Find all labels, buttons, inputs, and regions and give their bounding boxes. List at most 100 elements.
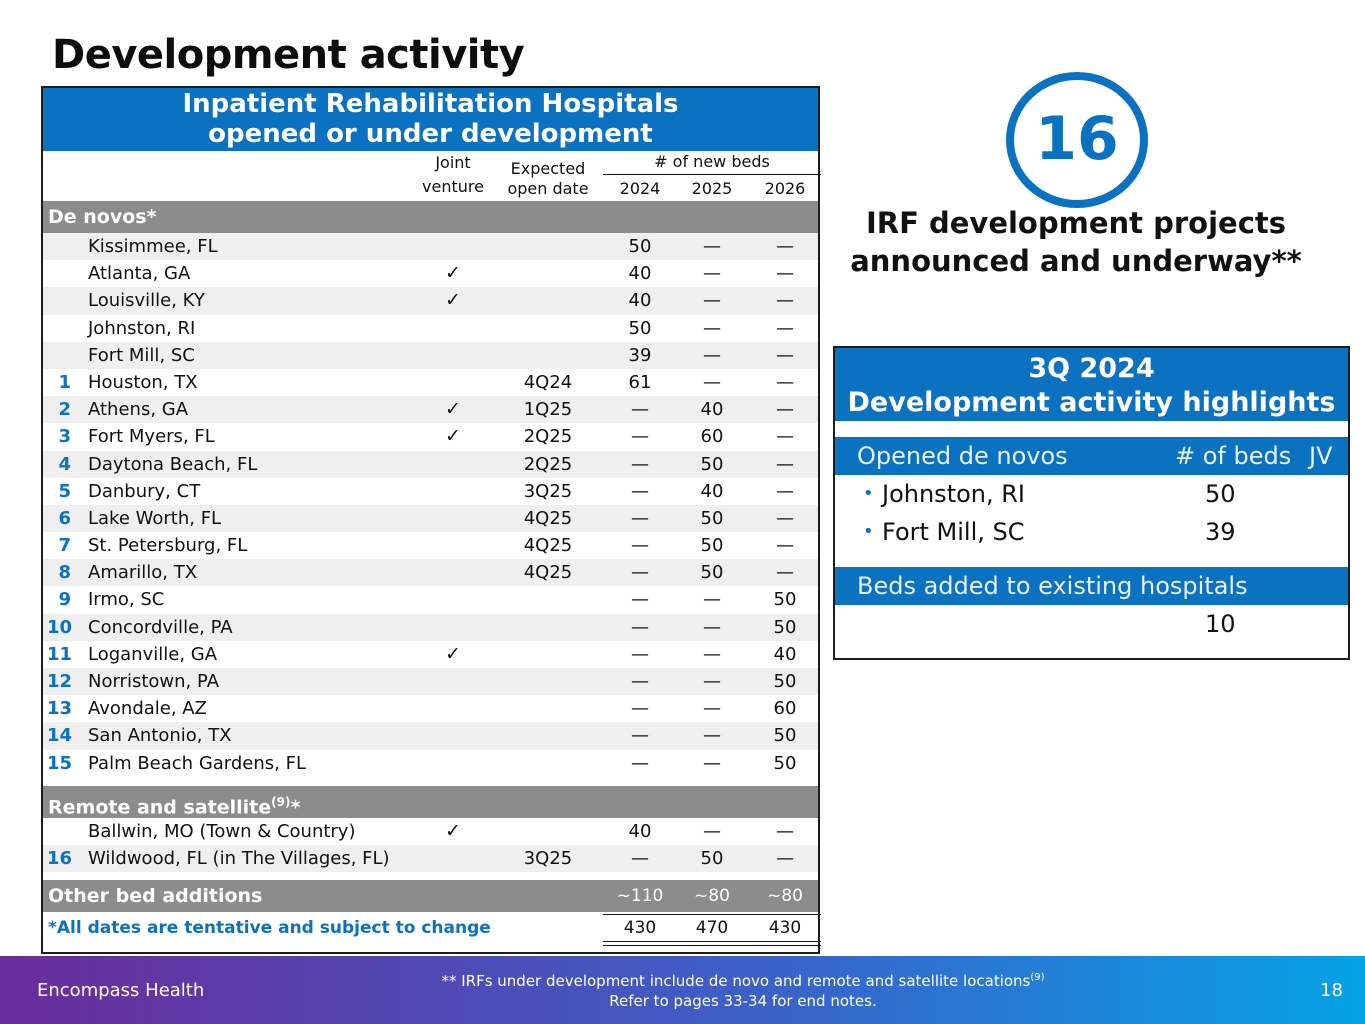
row-beds-2024: — — [631, 698, 649, 720]
table-row: Ballwin, MO (Town & Country) ✓ 40 — — — [43, 818, 818, 845]
table-row: Louisville, KY ✓ 40 — — — [43, 287, 818, 315]
row-number: 15 — [47, 752, 73, 774]
dates-footnote: *All dates are tentative and subject to … — [48, 918, 491, 939]
row-beds-2024: — — [631, 616, 649, 638]
row-number: 8 — [58, 562, 71, 584]
beds-added-row: 10 — [835, 605, 1348, 643]
row-beds-2026: — — [776, 263, 794, 285]
row-beds-2025: 50 — [700, 847, 724, 869]
col-year-2026: 2026 — [764, 179, 806, 198]
row-location: Loganville, GA — [88, 643, 218, 665]
row-open-date: 4Q25 — [523, 562, 573, 584]
project-count-circle: 16 — [1006, 72, 1148, 208]
row-open-date: 4Q24 — [523, 371, 573, 393]
row-beds-2024: — — [631, 426, 649, 448]
row-beds-2025: 50 — [700, 562, 724, 584]
row-number: 13 — [47, 698, 73, 720]
joint-venture-check-icon: ✓ — [445, 398, 461, 421]
row-beds-2026: — — [776, 847, 794, 869]
row-beds-2026: 40 — [773, 643, 797, 665]
row-beds-2025: — — [703, 820, 721, 842]
table-row: 1 Houston, TX 4Q24 61 — — — [43, 369, 818, 396]
row-location: Avondale, AZ — [88, 698, 207, 720]
table-row: 10 Concordville, PA — — 50 — [43, 613, 818, 641]
row-beds-2024: — — [631, 671, 649, 692]
other-2026: ~80 — [767, 886, 803, 907]
project-count: 16 — [1035, 104, 1119, 174]
row-beds-2024: — — [631, 480, 649, 502]
row-beds-2024: — — [631, 453, 649, 475]
table-row: Johnston, RI 50 — — — [43, 315, 818, 342]
total-2025: 470 — [695, 918, 729, 939]
row-location: Atlanta, GA — [88, 263, 191, 285]
row-number: 2 — [58, 399, 71, 421]
row-number: 16 — [47, 847, 73, 869]
beds-label: # of beds — [1175, 442, 1292, 470]
beds-added-bar: Beds added to existing hospitals — [835, 567, 1348, 605]
bullet-icon: • — [863, 483, 874, 504]
other-2024: ~110 — [616, 886, 664, 907]
section-remote-satellite: Remote and satellite(9)* — [43, 785, 818, 818]
section-other-label: Other bed additions — [48, 885, 263, 908]
row-beds-2025: 40 — [700, 399, 724, 421]
totals-rule-double-2 — [603, 945, 821, 947]
row-beds-2024: — — [631, 589, 649, 611]
row-open-date: 1Q25 — [523, 399, 573, 421]
beds-header-rule — [603, 174, 821, 175]
table-row: Kissimmee, FL 50 — — — [43, 233, 818, 261]
highlights-title-line1: 3Q 2024 — [1028, 353, 1155, 384]
brand-name: Encompass Health — [37, 980, 205, 1001]
row-beds-2025: 40 — [700, 480, 724, 502]
row-beds-2024: 39 — [628, 344, 652, 366]
row-location: Fort Myers, FL — [88, 426, 215, 448]
row-location: Palm Beach Gardens, FL — [88, 752, 306, 774]
de-novo-rows: Kissimmee, FL 50— — Atlanta, GA ✓ 40— — Louisvi… — [43, 233, 818, 777]
row-open-date: 4Q25 — [523, 507, 573, 529]
table-row: 4 Daytona Beach, FL 2Q25 — 50 — — [43, 450, 818, 478]
caption-line1: IRF development projects — [865, 206, 1287, 240]
row-beds-2025: — — [703, 698, 721, 720]
col-beds: # of new beds — [654, 152, 770, 171]
row-beds-2026: — — [776, 453, 794, 475]
row-beds-2024: — — [631, 725, 649, 747]
row-beds-2025: 50 — [700, 507, 724, 529]
col-joint-line1: Joint — [435, 153, 471, 172]
row-location: Athens, GA — [88, 399, 189, 421]
row-beds-2024: — — [631, 399, 649, 421]
table-row: 9 Irmo, SC — — 50 — [43, 586, 818, 613]
row-beds-2026: — — [776, 344, 794, 366]
table-row: 14 San Antonio, TX — — 50 — [43, 722, 818, 750]
row-beds-2025: — — [703, 752, 721, 774]
total-2026: 430 — [768, 918, 802, 939]
totals-rule-top — [603, 914, 821, 916]
row-beds-2026: 50 — [773, 725, 797, 747]
table-header-line2: opened or under development — [208, 119, 653, 149]
opened-item-name: Fort Mill, SC — [882, 518, 1025, 546]
col-year-2024: 2024 — [619, 179, 661, 198]
joint-venture-check-icon: ✓ — [445, 819, 461, 842]
page-number: 18 — [1320, 980, 1343, 1001]
table-row: 12 Norristown, PA — — 50 — [43, 668, 818, 696]
row-location: Wildwood, FL (in The Villages, FL) — [88, 847, 390, 869]
table-row: Atlanta, GA ✓ 40 — — — [43, 260, 818, 287]
footer-note-sup: (9) — [1030, 972, 1045, 983]
section-de-novos-label: De novos* — [48, 206, 157, 228]
row-beds-2026: — — [776, 507, 794, 529]
row-beds-2025: 60 — [700, 426, 724, 448]
row-open-date: 4Q25 — [523, 535, 573, 557]
development-table: Inpatient Rehabilitation Hospitals opene… — [41, 86, 821, 954]
row-number: 14 — [47, 725, 73, 747]
row-beds-2026: — — [776, 399, 794, 421]
col-joint-line2: venture — [422, 177, 484, 196]
table-row: 13 Avondale, AZ — — 60 — [43, 695, 818, 722]
row-location: Ballwin, MO (Town & Country) — [88, 820, 356, 842]
row-location: Norristown, PA — [88, 671, 220, 692]
row-beds-2025: — — [703, 317, 721, 339]
row-beds-2026: — — [776, 236, 794, 257]
row-beds-2026: 50 — [773, 589, 797, 611]
col-year-2025: 2025 — [691, 179, 733, 198]
table-footer: *All dates are tentative and subject to … — [43, 912, 821, 948]
row-beds-2026: 50 — [773, 616, 797, 638]
row-location: Daytona Beach, FL — [88, 453, 258, 475]
section-other-bed-additions: Other bed additions ~110 ~80 ~80 — [43, 880, 818, 913]
